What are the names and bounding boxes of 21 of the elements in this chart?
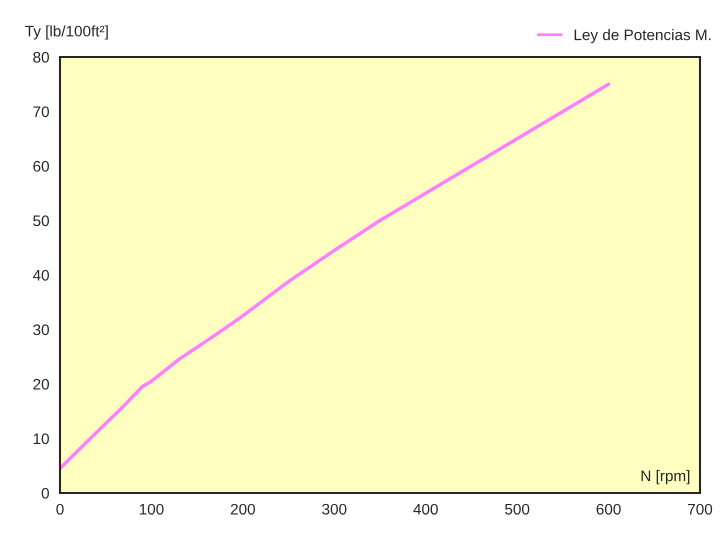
- y-tick-label: 30: [33, 324, 49, 336]
- y-tick-label: 60: [33, 160, 49, 172]
- x-tick-label: 0: [56, 504, 64, 515]
- line-series: [60, 82, 610, 470]
- y-tick-label: 20: [33, 378, 49, 390]
- x-tick-label: 500: [505, 504, 530, 515]
- y-tick-label: 80: [33, 52, 49, 63]
- y-tick-label: 40: [32, 270, 49, 281]
- legend-label: Ley de Potencias M.: [574, 29, 710, 44]
- y-tick-label: 10: [34, 433, 49, 444]
- y-tick-label: 70: [33, 106, 49, 118]
- y-tick-label: 0: [42, 488, 49, 499]
- x-tick-label: 300: [322, 504, 346, 515]
- x-tick-label: 200: [230, 504, 256, 515]
- x-axis-title: N [rpm]: [642, 470, 690, 484]
- y-axis-title: Ty [lb/100ft²]: [25, 25, 108, 40]
- y-tick-label: 50: [33, 215, 49, 226]
- x-tick-label: 600: [596, 504, 621, 515]
- x-tick-label: 100: [140, 504, 164, 515]
- x-tick-label: 700: [688, 504, 712, 515]
- x-tick-label: 400: [413, 504, 438, 515]
